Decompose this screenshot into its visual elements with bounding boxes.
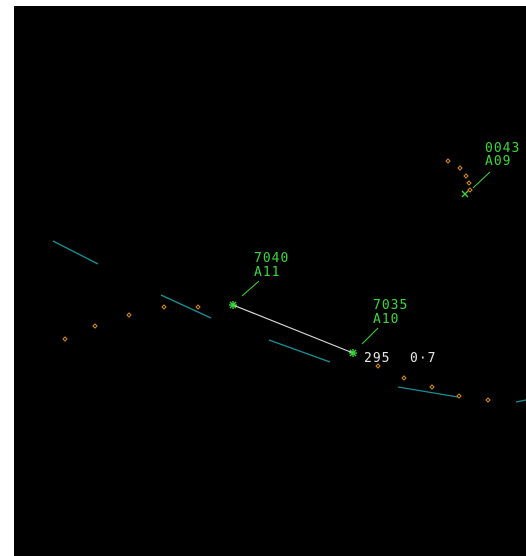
history-dot — [485, 397, 491, 403]
track-label[interactable]: A11 — [254, 265, 280, 280]
map-line — [52, 240, 99, 265]
target-symbol-icon[interactable] — [229, 301, 237, 309]
track-7040[interactable]: 7040 A11 — [229, 251, 289, 309]
track-squawk[interactable]: 7035 — [373, 298, 408, 313]
map-line — [268, 339, 331, 363]
track-7035[interactable]: 7035 A10 — [349, 298, 408, 357]
leader-line — [241, 280, 260, 297]
history-dot — [126, 312, 132, 318]
history-dot — [463, 173, 469, 179]
map-lines — [52, 240, 526, 403]
leader-line — [472, 171, 491, 189]
history-dot — [445, 158, 451, 164]
history-dot — [466, 180, 472, 186]
history-dot — [92, 323, 98, 329]
history-dot — [456, 393, 462, 399]
history-dot — [161, 304, 167, 310]
map-line — [397, 386, 459, 398]
radar-screen[interactable] — [14, 6, 526, 556]
history-dot — [429, 384, 435, 390]
range-bearing-line — [232, 304, 354, 354]
history-dot — [195, 304, 201, 310]
history-dot — [62, 336, 68, 342]
history-dot — [467, 187, 473, 193]
track-label[interactable]: A09 — [485, 154, 511, 169]
target-symbol-icon[interactable] — [349, 349, 357, 357]
history-dot — [375, 363, 381, 369]
leader-line — [361, 327, 379, 345]
target-symbol-icon[interactable] — [461, 190, 469, 198]
track-label[interactable]: A10 — [373, 312, 399, 327]
history-trail — [62, 158, 491, 403]
track-squawk[interactable]: 7040 — [254, 251, 289, 266]
map-line — [515, 399, 526, 403]
map-line — [160, 294, 212, 319]
history-dot — [401, 375, 407, 381]
track-0043[interactable]: 0043 A09 — [461, 141, 520, 198]
bearing-readout: 295 — [364, 351, 390, 366]
history-dot — [457, 165, 463, 171]
track-squawk[interactable]: 0043 — [485, 141, 520, 156]
range-readout: 0·7 — [410, 351, 436, 366]
